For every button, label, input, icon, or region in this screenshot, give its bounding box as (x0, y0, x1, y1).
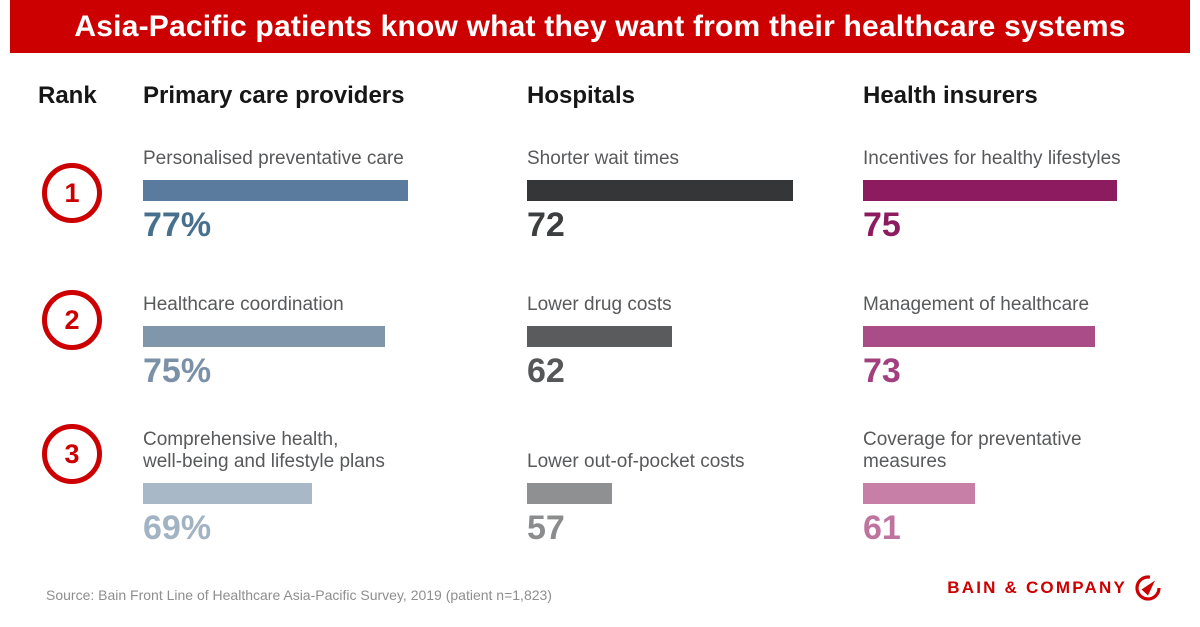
column-header-health-insurers: Health insurers (863, 82, 1038, 109)
value-primary-1: 77% (143, 206, 212, 244)
source-note: Source: Bain Front Line of Healthcare As… (46, 587, 552, 603)
bain-company-logo-text: BAIN & COMPANY (947, 578, 1127, 597)
label-hospitals-1: Shorter wait times (527, 148, 680, 169)
bain-company-logo: BAIN & COMPANY (947, 574, 1162, 602)
rank-3-badge: 3 (42, 424, 102, 484)
column-header-primary-care: Primary care providers (143, 82, 405, 109)
value-primary-3: 69% (143, 509, 212, 547)
label-insurers-3: Coverage for preventative measures (863, 429, 1082, 472)
value-hospitals-2: 62 (527, 352, 565, 390)
value-hospitals-3: 57 (527, 509, 565, 547)
bar-primary-3 (143, 483, 312, 504)
value-primary-2: 75% (143, 352, 212, 390)
bar-insurers-3 (863, 483, 975, 504)
bar-primary-2 (143, 326, 385, 347)
label-insurers-1: Incentives for healthy lifestyles (863, 148, 1121, 169)
bar-insurers-2 (863, 326, 1095, 347)
label-insurers-2: Management of healthcare (863, 294, 1090, 315)
value-insurers-1: 75 (863, 206, 901, 244)
rank-column-header: Rank (38, 82, 97, 109)
title-banner: Asia-Pacific patients know what they wan… (10, 0, 1190, 53)
bar-hospitals-2 (527, 326, 672, 347)
value-insurers-3: 61 (863, 509, 901, 547)
value-insurers-2: 73 (863, 352, 901, 390)
label-hospitals-2: Lower drug costs (527, 294, 672, 315)
bar-primary-1 (143, 180, 408, 201)
label-primary-3: Comprehensive health, well-being and lif… (143, 429, 385, 472)
bar-insurers-1 (863, 180, 1117, 201)
column-header-hospitals: Hospitals (527, 82, 636, 109)
label-primary-2: Healthcare coordination (143, 294, 344, 315)
label-hospitals-3: Lower out-of-pocket costs (527, 451, 745, 472)
rank-1-badge: 1 (42, 163, 102, 223)
page-title: Asia-Pacific patients know what they wan… (74, 9, 1126, 43)
bar-hospitals-1 (527, 180, 793, 201)
value-hospitals-1: 72 (527, 206, 565, 244)
label-primary-1: Personalised preventative care (143, 148, 404, 169)
bain-compass-icon (1135, 575, 1161, 601)
bar-hospitals-3 (527, 483, 612, 504)
rank-2-badge: 2 (42, 290, 102, 350)
